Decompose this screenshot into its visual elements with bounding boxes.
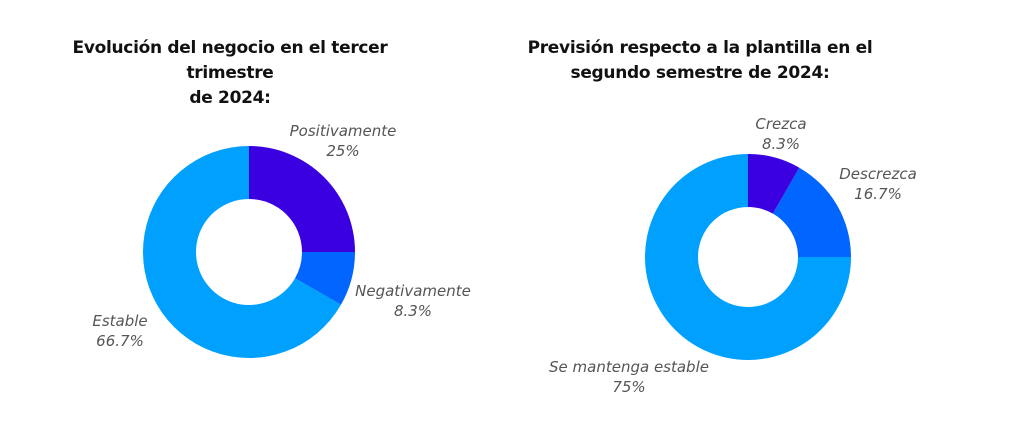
right-chart-title-line1: Previsión respecto a la plantilla en el	[527, 38, 873, 58]
donut-slice-descrezca	[772, 167, 851, 257]
donut-slice-positivamente	[249, 146, 355, 252]
right-chart-title: Previsión respecto a la plantilla en el …	[520, 36, 880, 86]
left-chart-title-line2: de 2024:	[189, 88, 271, 108]
slice-value: 16.7%	[854, 185, 902, 203]
left-label-estable: Estable 66.7%	[92, 311, 147, 351]
right-label-se-mantenga-estable: Se mantenga estable 75%	[549, 357, 709, 397]
slice-label: Positivamente	[289, 122, 397, 140]
slice-value: 8.3%	[761, 135, 801, 153]
right-chart-title-line2: segundo semestre de 2024:	[570, 63, 830, 83]
slice-value: 8.3%	[393, 302, 433, 320]
left-chart-title: Evolución del negocio en el tercer trime…	[40, 36, 420, 111]
slice-value: 75%	[612, 378, 646, 396]
slice-label: Negativamente	[355, 282, 471, 300]
donut-slice-estable	[142, 146, 341, 359]
donut-slice-crezca	[748, 154, 800, 214]
right-label-descrezca: Descrezca 16.7%	[839, 164, 917, 204]
right-label-crezca: Crezca 8.3%	[755, 114, 806, 154]
slice-label: Crezca	[755, 115, 807, 133]
slice-label: Descrezca	[839, 165, 917, 183]
slice-value: 25%	[326, 142, 360, 160]
donut-slice-se-mantenga-estable	[645, 154, 851, 360]
left-label-negativamente: Negativamente 8.3%	[355, 281, 471, 321]
slice-label: Se mantenga estable	[549, 358, 709, 376]
slice-label: Estable	[92, 312, 148, 330]
donut-slice-negativamente	[294, 252, 355, 305]
left-chart-title-line1: Evolución del negocio en el tercer trime…	[72, 38, 388, 83]
slice-value: 66.7%	[96, 332, 144, 350]
left-label-positivamente: Positivamente 25%	[290, 121, 397, 161]
